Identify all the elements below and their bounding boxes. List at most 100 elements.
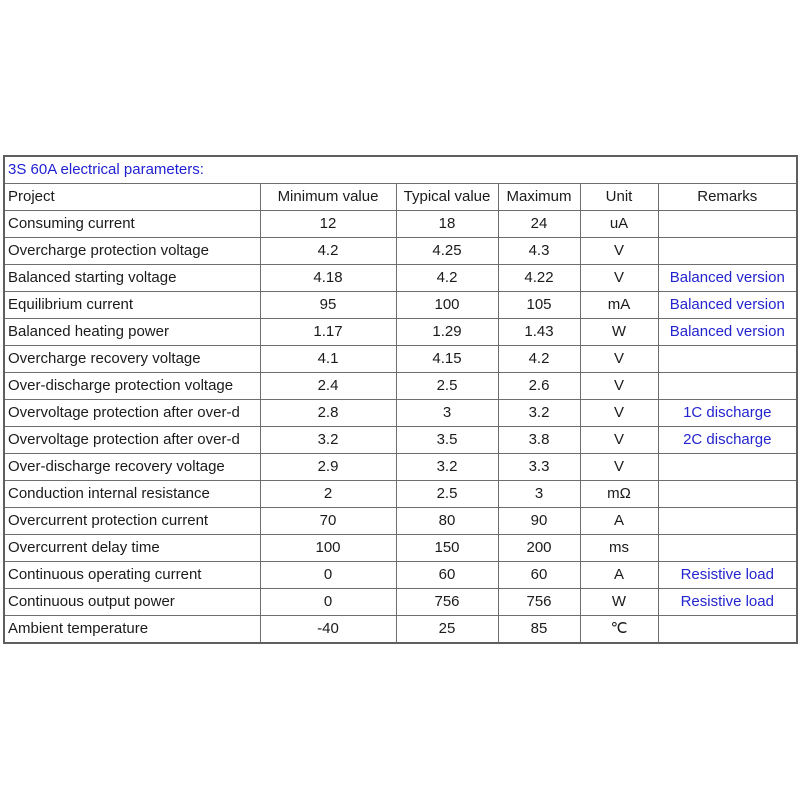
- table-row: Continuous output power 0 756 756 W Resistive…: [3, 588, 798, 616]
- header-remarks: Remarks: [657, 183, 798, 211]
- cell-typical-value: 100: [395, 291, 499, 319]
- cell-remark: [657, 210, 798, 238]
- cell-maximum: 105: [497, 291, 581, 319]
- cell-minimum-value: 4.2: [259, 237, 397, 265]
- cell-typical-value: 3.5: [395, 426, 499, 454]
- cell-remark: [657, 372, 798, 400]
- cell-unit: V: [579, 237, 659, 265]
- cell-unit: V: [579, 264, 659, 292]
- cell-maximum: 1.43: [497, 318, 581, 346]
- table-row: Overcurrent protection current 70 80 90 A: [3, 507, 798, 535]
- table-row: Over-discharge recovery voltage 2.9 3.2 3.3…: [3, 453, 798, 481]
- cell-minimum-value: 70: [259, 507, 397, 535]
- cell-remark: 2C discharge: [657, 426, 798, 454]
- cell-maximum: 60: [497, 561, 581, 589]
- table-title: 3S 60A electrical parameters:: [3, 155, 798, 184]
- table-header-row: Project Minimum value Typical value Maxi…: [3, 183, 798, 211]
- cell-typical-value: 25: [395, 615, 499, 644]
- cell-unit: ℃: [579, 615, 659, 644]
- table-row: Overcharge protection voltage 4.2 4.25 4.3 V: [3, 237, 798, 265]
- cell-project: Overcurrent protection current: [3, 507, 261, 535]
- cell-project: Overcharge recovery voltage: [3, 345, 261, 373]
- table-row: Ambient temperature -40 25 85 ℃: [3, 615, 798, 644]
- cell-unit: V: [579, 453, 659, 481]
- cell-project: Conduction internal resistance: [3, 480, 261, 508]
- cell-remark: Resistive load: [657, 561, 798, 589]
- cell-remark: Balanced version: [657, 264, 798, 292]
- table-row: Overcurrent delay time 100 150 200 ms: [3, 534, 798, 562]
- cell-remark: [657, 507, 798, 535]
- cell-remark: 1C discharge: [657, 399, 798, 427]
- cell-project: Continuous output power: [3, 588, 261, 616]
- cell-remark: [657, 615, 798, 644]
- cell-project: Over-discharge protection voltage: [3, 372, 261, 400]
- cell-project: Overvoltage protection after over-d: [3, 399, 261, 427]
- cell-maximum: 4.3: [497, 237, 581, 265]
- header-typical-value: Typical value: [395, 183, 499, 211]
- cell-maximum: 4.22: [497, 264, 581, 292]
- cell-minimum-value: 1.17: [259, 318, 397, 346]
- cell-maximum: 3.3: [497, 453, 581, 481]
- cell-remark: Balanced version: [657, 291, 798, 319]
- cell-unit: ms: [579, 534, 659, 562]
- cell-minimum-value: 2.4: [259, 372, 397, 400]
- cell-typical-value: 4.15: [395, 345, 499, 373]
- cell-unit: W: [579, 588, 659, 616]
- cell-minimum-value: 0: [259, 588, 397, 616]
- cell-project: Balanced starting voltage: [3, 264, 261, 292]
- cell-unit: uA: [579, 210, 659, 238]
- cell-typical-value: 80: [395, 507, 499, 535]
- table-title-row: 3S 60A electrical parameters:: [3, 155, 798, 184]
- cell-minimum-value: 12: [259, 210, 397, 238]
- table-row: Consuming current 12 18 24 uA: [3, 210, 798, 238]
- cell-maximum: 3: [497, 480, 581, 508]
- cell-typical-value: 1.29: [395, 318, 499, 346]
- table-body: Consuming current 12 18 24 uA Overcharge prot…: [3, 210, 798, 644]
- table-row: Overvoltage protection after over-d 3.2 3.…: [3, 426, 798, 454]
- cell-maximum: 2.6: [497, 372, 581, 400]
- cell-unit: V: [579, 372, 659, 400]
- cell-typical-value: 150: [395, 534, 499, 562]
- cell-typical-value: 4.25: [395, 237, 499, 265]
- cell-maximum: 3.8: [497, 426, 581, 454]
- cell-maximum: 200: [497, 534, 581, 562]
- cell-unit: V: [579, 345, 659, 373]
- header-maximum: Maximum: [497, 183, 581, 211]
- electrical-parameters-table: 3S 60A electrical parameters: Project Mi…: [3, 155, 799, 644]
- cell-maximum: 4.2: [497, 345, 581, 373]
- cell-minimum-value: 95: [259, 291, 397, 319]
- cell-typical-value: 18: [395, 210, 499, 238]
- cell-minimum-value: 4.1: [259, 345, 397, 373]
- spec-table-container: 3S 60A electrical parameters: Project Mi…: [3, 155, 799, 644]
- table-row: Over-discharge protection voltage 2.4 2.5 2…: [3, 372, 798, 400]
- cell-project: Consuming current: [3, 210, 261, 238]
- table-row: Balanced heating power 1.17 1.29 1.43 W Balan…: [3, 318, 798, 346]
- cell-minimum-value: 3.2: [259, 426, 397, 454]
- cell-maximum: 3.2: [497, 399, 581, 427]
- cell-minimum-value: 2.8: [259, 399, 397, 427]
- cell-unit: A: [579, 561, 659, 589]
- header-minimum-value: Minimum value: [259, 183, 397, 211]
- table-row: Overvoltage protection after over-d 2.8 3 3…: [3, 399, 798, 427]
- cell-minimum-value: 2.9: [259, 453, 397, 481]
- table-row: Continuous operating current 0 60 60 A Resist…: [3, 561, 798, 589]
- cell-remark: [657, 237, 798, 265]
- cell-unit: W: [579, 318, 659, 346]
- cell-typical-value: 4.2: [395, 264, 499, 292]
- cell-maximum: 756: [497, 588, 581, 616]
- cell-unit: mΩ: [579, 480, 659, 508]
- cell-unit: V: [579, 426, 659, 454]
- cell-minimum-value: 4.18: [259, 264, 397, 292]
- cell-minimum-value: 2: [259, 480, 397, 508]
- cell-minimum-value: 0: [259, 561, 397, 589]
- cell-project: Overcharge protection voltage: [3, 237, 261, 265]
- cell-typical-value: 756: [395, 588, 499, 616]
- cell-remark: [657, 480, 798, 508]
- cell-maximum: 24: [497, 210, 581, 238]
- cell-minimum-value: -40: [259, 615, 397, 644]
- cell-remark: [657, 345, 798, 373]
- cell-maximum: 90: [497, 507, 581, 535]
- cell-maximum: 85: [497, 615, 581, 644]
- header-unit: Unit: [579, 183, 659, 211]
